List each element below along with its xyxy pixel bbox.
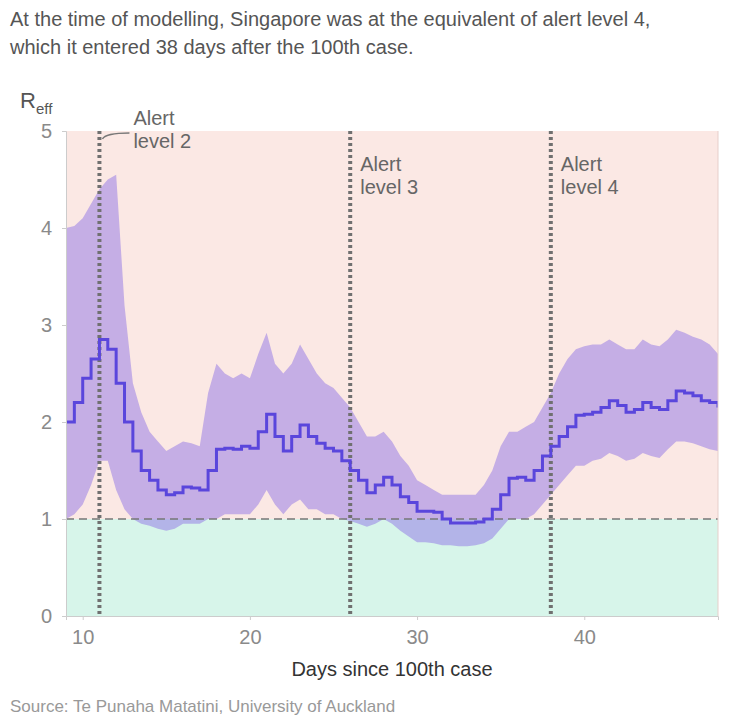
alert-line: [97, 131, 101, 616]
y-tick: 2: [41, 411, 66, 433]
y-axis-label: Reff: [20, 88, 53, 117]
y-axis: 0 1 2 3 4 5: [41, 120, 67, 627]
x-axis-label: Days since 100th case: [291, 658, 492, 680]
plot-frame-right: [718, 131, 719, 616]
plot-marks: [66, 131, 718, 616]
uncertainty-band: [66, 175, 718, 547]
alert-line: [549, 131, 553, 616]
y-tick: 1: [41, 508, 66, 530]
y-tick-label: 5: [41, 120, 52, 142]
x-tick-label: 30: [406, 626, 428, 648]
y-tick-mark: [62, 519, 66, 520]
y-tick-mark: [62, 616, 66, 617]
chart-container: At the time of modelling, Singapore was …: [0, 0, 754, 726]
y-tick-label: 0: [41, 605, 52, 627]
x-tick-mark: [584, 616, 585, 620]
y-tick-mark: [62, 131, 66, 132]
reference-line: [66, 518, 718, 520]
source: Source: Te Punaha Matatini, University o…: [10, 697, 395, 716]
annotation-label: Alertlevel 3: [360, 153, 418, 198]
y-axis-line: [62, 132, 67, 617]
chart-svg: At the time of modelling, Singapore was …: [0, 0, 754, 726]
background-below: [66, 519, 718, 616]
median-line: [66, 340, 718, 523]
y-tick: 3: [41, 314, 66, 336]
x-tick: 30: [406, 616, 428, 648]
x-tick-label: 10: [72, 626, 94, 648]
x-tick-label: 40: [574, 626, 596, 648]
y-tick-mark: [62, 422, 66, 423]
annotation-label: Alertlevel 2: [133, 107, 191, 152]
y-tick-label: 4: [41, 217, 52, 239]
plot-background: [66, 131, 718, 616]
x-axis: 10 20 30 40: [67, 616, 719, 648]
annotation-leader: [102, 133, 129, 139]
y-tick-label: 2: [41, 411, 52, 433]
alert-line: [348, 131, 352, 616]
x-tick-mark: [83, 616, 84, 620]
y-tick: 4: [41, 217, 66, 239]
y-tick: 0: [41, 605, 66, 627]
x-tick: 10: [72, 616, 94, 648]
y-tick-mark: [62, 325, 66, 326]
y-tick-mark: [62, 228, 66, 229]
x-axis-line: [67, 617, 719, 621]
x-tick: 40: [574, 616, 596, 648]
x-tick-label: 20: [239, 626, 261, 648]
x-tick-mark: [250, 616, 251, 620]
title: At the time of modelling, Singapore was …: [9, 8, 650, 58]
y-tick: 5: [41, 120, 66, 142]
annotation-label: Alertlevel 4: [561, 153, 619, 198]
y-tick-label: 1: [41, 508, 52, 530]
x-tick-mark: [417, 616, 418, 620]
y-tick-label: 3: [41, 314, 52, 336]
x-tick: 20: [239, 616, 261, 648]
